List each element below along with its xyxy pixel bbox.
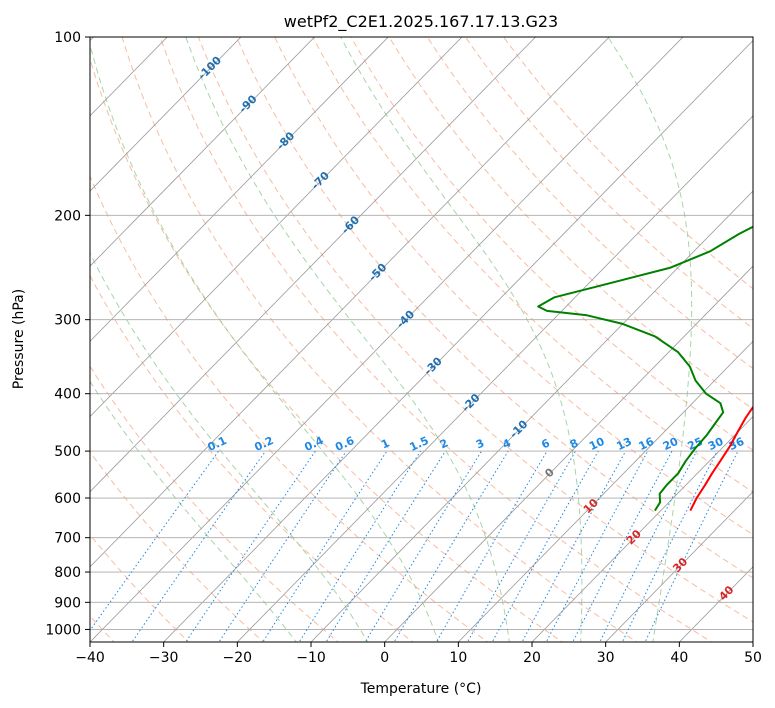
dry-adiabat-1 [90, 534, 190, 642]
x-tick-label: 40 [670, 650, 688, 666]
mixing-ratio-label: 25 [686, 435, 705, 453]
mixing-ratio-line-6 [325, 450, 446, 642]
temperature-profile [689, 405, 753, 512]
isotherm-0 [384, 265, 753, 642]
mixing-ratio-label: 20 [661, 435, 681, 453]
isotherm--100 [90, 37, 242, 192]
isotherm--90 [90, 37, 316, 267]
mixing-ratio-line-3 [218, 450, 347, 642]
y-tick-label: 700 [54, 531, 81, 547]
mixing-ratio-line-4 [262, 450, 388, 642]
isotherm--30 [163, 40, 753, 642]
isotherm--40 [90, 37, 684, 642]
dry-adiabat-6 [90, 57, 564, 642]
mixing-ratio-label: 16 [637, 435, 657, 453]
dry-adiabat-11 [274, 37, 753, 536]
y-tick-label: 900 [54, 595, 81, 611]
dry-adiabat-10 [236, 37, 753, 579]
x-tick-label: −10 [296, 650, 326, 666]
dewpoint-profile [537, 225, 753, 512]
mixing-ratio-line-12 [521, 450, 627, 642]
dry-adiabat-5 [90, 175, 489, 642]
mixing-ratio-line-15 [599, 450, 698, 642]
isotherm--50 [90, 37, 610, 568]
y-tick-label: 100 [54, 30, 81, 46]
dry-adiabat-15 [426, 37, 753, 370]
dry-adiabat-8 [159, 37, 713, 642]
isotherm--60 [90, 37, 537, 493]
dry-adiabat-16 [464, 37, 753, 330]
x-axis-title: Temperature (°C) [360, 681, 482, 697]
isotherm--70 [90, 37, 463, 418]
dry-adiabat-3 [90, 365, 340, 642]
isotherm-30 [605, 491, 753, 642]
isotherm-20 [531, 415, 753, 642]
dry-adiabat-9 [197, 37, 753, 623]
plot-background [90, 37, 753, 642]
mixing-ratio-label: 36 [727, 435, 747, 453]
isotherm--80 [90, 37, 389, 342]
mixing-ratio-line-9 [435, 450, 548, 642]
dry-adiabat-12 [312, 37, 753, 493]
dry-adiabat-13 [350, 37, 753, 451]
isotherm-10 [457, 340, 753, 642]
axes: −40 −30 −20 −10 0 10 20 30 40 50 1000 900 800 700 600 5… [45, 30, 762, 666]
mixing-ratio-label: 13 [615, 435, 634, 453]
y-tick-label: 1000 [45, 622, 81, 638]
y-tick-label: 400 [54, 387, 81, 403]
y-tick-label: 500 [54, 444, 81, 460]
isotherm--20 [236, 115, 753, 642]
x-tick-label: 20 [523, 650, 541, 666]
y-tick-label: 200 [54, 208, 81, 224]
y-tick-label: 600 [54, 491, 81, 507]
dry-adiabat-7 [121, 37, 638, 642]
x-tick-label: 0 [380, 650, 389, 666]
y-tick-label: 300 [54, 313, 81, 329]
mixing-ratio-line-2 [185, 450, 316, 642]
mixing-ratio-label: 10 [587, 435, 607, 453]
mixing-ratio-line-14 [572, 450, 673, 642]
plot-frame [89, 36, 754, 643]
mixing-ratio-label: 30 [706, 435, 726, 453]
isotherm--10 [310, 190, 753, 642]
x-tick-label: 30 [597, 650, 615, 666]
mixing-ratio-line-5 [298, 450, 422, 642]
x-tick-label: 10 [449, 650, 467, 666]
moist-adiabat-1 [90, 251, 369, 642]
y-tick-label: 800 [54, 565, 81, 581]
x-tick-label: −30 [149, 650, 179, 666]
mixing-ratio-line-1 [131, 450, 266, 642]
mixing-ratio-line-0 [90, 450, 220, 632]
grid-lines [90, 37, 753, 642]
data-series [537, 225, 753, 512]
x-tick-label: −20 [223, 650, 253, 666]
chart-title: wetPf2_C2E1.2025.167.17.13.G23 [284, 12, 558, 32]
y-axis-title: Pressure (hPa) [11, 289, 27, 389]
x-tick-label: 50 [744, 650, 762, 666]
mixing-ratio-line-13 [545, 450, 649, 642]
x-tick-label: −40 [75, 650, 105, 666]
